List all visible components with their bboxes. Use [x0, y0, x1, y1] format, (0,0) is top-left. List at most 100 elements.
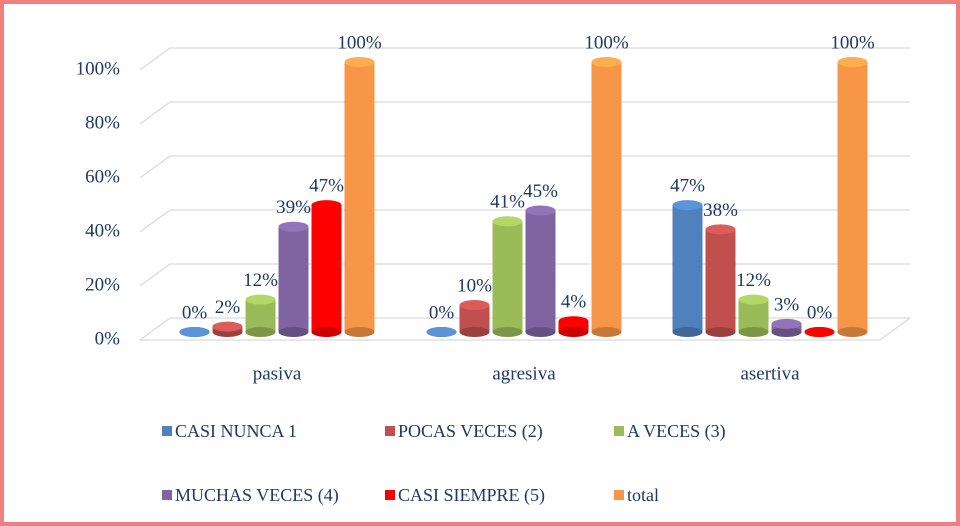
bar [738, 294, 769, 337]
bar-top [837, 57, 868, 67]
bar [426, 327, 457, 337]
data-label: 2% [215, 297, 241, 318]
bar-body [245, 299, 276, 332]
bar-top [426, 327, 457, 337]
legend-swatch [614, 426, 624, 436]
bar-base [492, 327, 523, 337]
legend-swatch [162, 490, 172, 500]
legend-swatch [614, 490, 624, 500]
legend-label: POCAS VECES (2) [398, 421, 543, 441]
bar-base [672, 327, 703, 337]
data-label: 45% [523, 181, 558, 202]
data-label: 10% [457, 275, 492, 296]
bar-base [837, 327, 868, 337]
bar [459, 300, 490, 337]
data-label: 39% [276, 197, 311, 218]
data-label: 38% [703, 200, 738, 221]
bar-body [492, 221, 523, 332]
bar-body [837, 62, 868, 332]
bar [771, 318, 802, 337]
data-label: 0% [807, 302, 833, 323]
bar-body [278, 226, 309, 332]
bar-top [672, 200, 703, 211]
legend-item: POCAS VECES (2) [385, 418, 543, 444]
legend-item: A VECES (3) [614, 418, 744, 444]
bar-base [278, 327, 309, 337]
data-label: 41% [490, 192, 525, 213]
legend-item: total [614, 482, 659, 508]
bar-body [344, 62, 375, 332]
legend-label: CASI NUNCA 1 [175, 421, 298, 441]
bar-body [672, 205, 703, 332]
bar-base [591, 327, 622, 337]
bar-top [179, 327, 210, 337]
legend-swatch [162, 426, 172, 436]
data-label: 0% [429, 302, 455, 323]
legend-label: A VECES (3) [627, 421, 726, 441]
grid-line [139, 155, 910, 179]
x-tick-label: asertiva [740, 363, 800, 384]
legend-swatch [385, 426, 395, 436]
grid-line [139, 209, 910, 233]
bar-top [492, 216, 523, 227]
bar-top [804, 327, 835, 337]
bar-top [245, 294, 276, 305]
bar-base [738, 327, 769, 337]
x-tick-label: pasiva [253, 363, 302, 384]
bar [804, 327, 835, 337]
bar-base [705, 327, 736, 337]
bar-top [278, 221, 309, 232]
legend-label: CASI SIEMPRE (5) [398, 485, 546, 505]
legend-item: CASI SIEMPRE (5) [385, 482, 545, 508]
bar-top [525, 205, 556, 216]
bar-base [245, 327, 276, 337]
data-label: 100% [337, 32, 382, 53]
bar [705, 224, 736, 337]
bar-base [771, 327, 802, 337]
data-label: 12% [243, 270, 278, 291]
bar-base [459, 327, 490, 337]
legend-item: MUCHAS VECES (4) [162, 482, 339, 508]
data-label: 47% [309, 175, 344, 196]
bar-top [459, 300, 490, 310]
bar-top [771, 318, 802, 329]
grid-line [139, 47, 910, 71]
bar-top [591, 57, 622, 67]
bar [344, 57, 375, 337]
bar [311, 200, 342, 337]
bar [492, 216, 523, 337]
bar-top [311, 200, 342, 211]
data-label: 0% [182, 302, 208, 323]
data-label: 12% [736, 270, 771, 291]
legend-label: MUCHAS VECES (4) [175, 485, 339, 505]
bar-base [525, 327, 556, 337]
bar-base [558, 327, 589, 337]
bar-top [705, 224, 736, 235]
grid-line [139, 101, 910, 125]
bar-top [738, 294, 769, 305]
bar [245, 294, 276, 337]
data-label: 47% [670, 175, 705, 196]
bar [525, 205, 556, 337]
y-tick-label: 40% [85, 220, 120, 241]
bar-body [525, 210, 556, 332]
bar-body [738, 299, 769, 332]
floor [140, 317, 911, 341]
grid-line [139, 263, 910, 287]
data-label: 100% [584, 32, 629, 53]
data-label: 3% [774, 294, 800, 315]
y-tick-label: 0% [95, 328, 121, 349]
bar-body [311, 205, 342, 332]
bar-top [212, 321, 243, 332]
grid-line [139, 317, 910, 341]
y-tick-label: 100% [76, 58, 121, 79]
bar-body [591, 62, 622, 332]
bar-base [311, 327, 342, 337]
data-label: 4% [561, 292, 587, 313]
y-tick-label: 20% [85, 274, 120, 295]
x-tick-label: agresiva [492, 363, 556, 384]
bar [179, 327, 210, 337]
bar-body [558, 321, 589, 332]
